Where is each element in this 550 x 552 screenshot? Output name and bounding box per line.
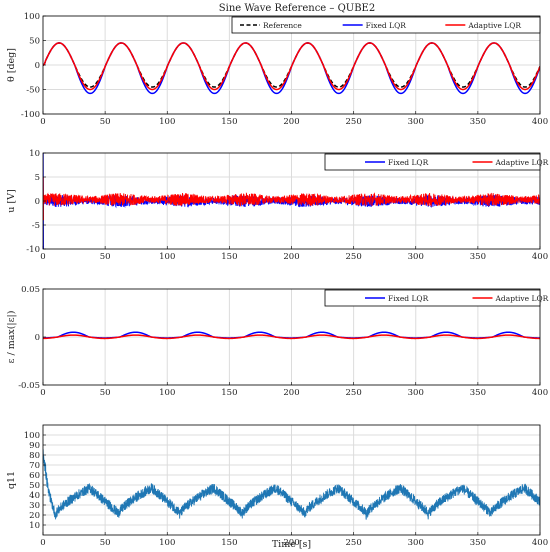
series-line-2 <box>43 334 540 340</box>
x-tick-label: 400 <box>532 388 548 398</box>
x-tick-label: 50 <box>100 117 111 127</box>
series-line-3 <box>43 42 540 91</box>
x-tick-label: 0 <box>40 252 45 262</box>
y-tick-label: 10 <box>29 521 40 531</box>
y-tick-label: 80 <box>29 451 40 461</box>
x-tick-label: 200 <box>283 388 299 398</box>
x-tick-label: 350 <box>470 538 486 548</box>
x-tick-label: 200 <box>283 252 299 262</box>
x-tick-label: 100 <box>159 117 175 127</box>
y-tick-label: 20 <box>29 511 40 521</box>
plot-area <box>43 448 540 520</box>
legend-label: Adaptive LQR <box>467 21 521 30</box>
x-tick-label: 200 <box>283 117 299 127</box>
x-tick-label: 400 <box>532 252 548 262</box>
legend-box <box>231 16 541 34</box>
x-tick-label: 350 <box>470 117 486 127</box>
y-tick-label: 0 <box>35 197 40 207</box>
legend: Reference Fixed LQR Adaptive LQR <box>231 16 541 34</box>
y-axis-label: θ [deg] <box>6 48 17 82</box>
x-tick-label: 150 <box>221 117 237 127</box>
legend-label: Fixed LQR <box>366 21 407 30</box>
y-axis-label: q11 <box>6 471 17 489</box>
x-tick-label: 200 <box>283 538 299 548</box>
y-tick-label: -10 <box>26 245 40 255</box>
x-tick-label: 0 <box>40 117 45 127</box>
y-tick-label: 0 <box>35 61 40 71</box>
x-tick-label: 100 <box>159 252 175 262</box>
x-tick-label: 50 <box>100 538 111 548</box>
x-tick-label: 100 <box>159 538 175 548</box>
x-tick-label: 300 <box>408 252 424 262</box>
chart-panel-2: 0 50 100 150 200 250 300 350 400 -10 -5 0 5 10 u [V] Fi… <box>6 149 549 262</box>
y-tick-label: 50 <box>29 481 40 491</box>
legend-label: Fixed LQR <box>388 158 429 167</box>
x-tick-label: 350 <box>470 252 486 262</box>
y-tick-label: 40 <box>29 491 40 501</box>
y-tick-label: 70 <box>29 461 40 471</box>
legend-label: Reference <box>263 21 302 30</box>
x-axis-label: Time [s] <box>272 539 311 550</box>
y-tick-label: -0.05 <box>18 381 40 391</box>
y-tick-label: 0.05 <box>21 285 40 295</box>
y-tick-label: 5 <box>35 173 40 183</box>
x-tick-label: 150 <box>221 252 237 262</box>
x-tick-label: 50 <box>100 252 111 262</box>
chart-panel-1: 0 50 100 150 200 250 300 350 400 -100 -50 0 50 100 θ [… <box>6 12 548 127</box>
y-tick-label: 30 <box>29 501 40 511</box>
x-tick-label: 400 <box>532 117 548 127</box>
legend: Fixed LQR Adaptive LQR <box>324 153 549 171</box>
legend-label: Fixed LQR <box>388 294 429 303</box>
x-tick-label: 250 <box>346 117 362 127</box>
x-tick-label: 350 <box>470 388 486 398</box>
y-tick-label: -50 <box>26 86 40 96</box>
legend-box <box>324 153 541 171</box>
y-tick-label: -5 <box>32 221 40 231</box>
x-tick-label: 0 <box>40 538 45 548</box>
chart-panel-4: 0 50 100 150 200 250 300 350 4001020304050607080… <box>6 424 548 550</box>
x-tick-label: 150 <box>221 388 237 398</box>
plot-area <box>43 331 540 340</box>
y-tick-label: 50 <box>29 37 40 47</box>
x-tick-label: 250 <box>346 388 362 398</box>
legend-label: Adaptive LQR <box>495 158 549 167</box>
series-line-2 <box>43 176 540 221</box>
y-tick-label: 90 <box>29 441 40 451</box>
x-tick-label: 50 <box>100 388 111 398</box>
x-tick-label: 300 <box>408 538 424 548</box>
x-tick-label: 300 <box>408 388 424 398</box>
y-axis-label: ε / max(|ε|) <box>6 311 17 364</box>
x-tick-label: 100 <box>159 388 175 398</box>
x-tick-label: 150 <box>221 538 237 548</box>
y-tick-label: -100 <box>21 110 40 120</box>
plot-area <box>43 42 540 95</box>
y-tick-label: 10 <box>29 149 40 159</box>
legend: Fixed LQR Adaptive LQR <box>324 289 549 307</box>
legend-box <box>324 289 541 307</box>
plot-area <box>43 153 540 249</box>
x-tick-label: 0 <box>40 388 45 398</box>
y-tick-label: 100 <box>24 431 40 441</box>
series-line-1 <box>43 448 540 520</box>
y-tick-label: 60 <box>29 471 40 481</box>
x-tick-label: 250 <box>346 538 362 548</box>
figure-title: Sine Wave Reference – QUBE2 <box>219 3 375 14</box>
x-tick-label: 400 <box>532 538 548 548</box>
y-tick-label: 0 <box>35 333 40 343</box>
x-tick-label: 250 <box>346 252 362 262</box>
y-tick-label: 100 <box>24 12 40 22</box>
y-axis-label: u [V] <box>6 189 17 212</box>
legend-label: Adaptive LQR <box>495 294 549 303</box>
x-tick-label: 300 <box>408 117 424 127</box>
